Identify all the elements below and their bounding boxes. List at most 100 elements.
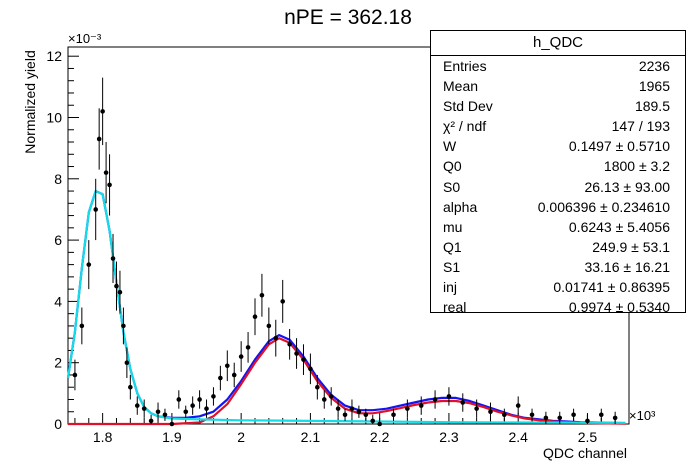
data-point bbox=[405, 406, 410, 411]
data-point bbox=[211, 394, 216, 399]
data-point bbox=[287, 342, 292, 347]
data-point bbox=[238, 354, 244, 359]
y-tick-label: 0 bbox=[54, 416, 62, 432]
data-point bbox=[308, 366, 313, 372]
stats-key: mu bbox=[443, 218, 463, 235]
x-tick-label: 2.1 bbox=[301, 429, 321, 445]
x-tick-label: 2.4 bbox=[508, 429, 528, 445]
data-point bbox=[155, 409, 161, 415]
data-point bbox=[169, 421, 175, 427]
data-point bbox=[598, 412, 604, 418]
data-point bbox=[79, 323, 85, 329]
y-tick-label: 10 bbox=[46, 109, 62, 125]
data-point bbox=[266, 323, 272, 329]
data-point bbox=[134, 403, 140, 408]
stats-value: 189.5 bbox=[634, 98, 670, 115]
data-point bbox=[176, 397, 182, 402]
data-point bbox=[148, 418, 154, 424]
data-point bbox=[377, 421, 382, 427]
stats-value: 26.13 ± 93.00 bbox=[584, 178, 670, 195]
stats-key: χ² / ndf bbox=[443, 118, 487, 135]
data-point bbox=[502, 412, 507, 418]
stats-row: Std Dev 189.5 bbox=[431, 96, 685, 116]
stats-value: 0.9974 ± 0.5340 bbox=[568, 299, 670, 316]
stats-key: S0 bbox=[443, 178, 461, 195]
data-point bbox=[432, 397, 438, 402]
data-point bbox=[328, 394, 334, 399]
data-point bbox=[72, 372, 78, 378]
data-point bbox=[349, 406, 355, 411]
data-point bbox=[315, 384, 320, 390]
data-point bbox=[557, 415, 563, 421]
data-point bbox=[128, 384, 133, 390]
data-point bbox=[110, 256, 116, 261]
data-point bbox=[141, 406, 147, 411]
y-axis-multiplier: ×10⁻³ bbox=[68, 31, 102, 46]
stats-value: 249.9 ± 53.1 bbox=[592, 238, 670, 255]
stats-value: 33.16 ± 16.21 bbox=[584, 258, 670, 275]
stats-row: inj 0.01741 ± 0.86395 bbox=[431, 277, 685, 297]
data-point bbox=[335, 406, 341, 411]
stats-value: 1965 bbox=[638, 78, 670, 95]
data-point bbox=[280, 299, 286, 304]
data-point bbox=[93, 207, 99, 212]
stats-value: 0.01741 ± 0.86395 bbox=[553, 279, 670, 296]
data-point bbox=[474, 406, 479, 411]
data-point bbox=[273, 335, 279, 341]
stats-row: S0 26.13 ± 93.00 bbox=[431, 177, 685, 197]
data-point bbox=[162, 412, 168, 418]
data-point bbox=[418, 403, 424, 408]
data-point bbox=[121, 323, 126, 329]
data-point bbox=[612, 415, 618, 421]
stats-row: real 0.9974 ± 0.5340 bbox=[431, 297, 685, 317]
data-point bbox=[294, 351, 299, 356]
stats-value: 0.6243 ± 5.4056 bbox=[568, 218, 670, 235]
stats-title: h_QDC bbox=[431, 31, 685, 56]
stats-key: alpha bbox=[443, 198, 478, 215]
data-point bbox=[100, 109, 105, 114]
data-point bbox=[252, 314, 258, 320]
stats-row: Q1 249.9 ± 53.1 bbox=[431, 237, 685, 257]
stats-row: Q0 1800 ± 3.2 bbox=[431, 156, 685, 176]
x-tick-label: 2.3 bbox=[439, 429, 459, 445]
data-point bbox=[391, 412, 396, 418]
stats-key: Mean bbox=[443, 78, 479, 95]
stats-key: Q0 bbox=[443, 158, 462, 175]
y-tick-label: 12 bbox=[46, 48, 62, 64]
stats-row: Mean 1965 bbox=[431, 76, 685, 96]
data-point bbox=[370, 418, 376, 424]
data-point bbox=[342, 412, 348, 418]
stats-row: χ² / ndf 147 / 193 bbox=[431, 116, 685, 136]
data-point bbox=[117, 289, 123, 295]
stats-row: W 0.1497 ± 0.5710 bbox=[431, 136, 685, 156]
y-tick-label: 6 bbox=[54, 232, 62, 248]
stats-key: W bbox=[443, 138, 457, 155]
stats-key: Std Dev bbox=[443, 98, 493, 115]
y-tick-label: 8 bbox=[54, 171, 62, 187]
x-tick-label: 1.8 bbox=[93, 429, 113, 445]
stats-rows: Entries 2236 Mean 1965 Std Dev 189.5 χ² / ndf 1… bbox=[431, 56, 685, 317]
data-point bbox=[446, 394, 452, 399]
y-axis-label: Normalized yield bbox=[22, 50, 38, 154]
data-point bbox=[96, 136, 102, 142]
stats-value: 2236 bbox=[638, 58, 670, 74]
data-point bbox=[231, 372, 237, 378]
stats-row: Entries 2236 bbox=[431, 56, 685, 76]
stats-value: 0.1497 ± 0.5710 bbox=[568, 138, 670, 155]
data-point bbox=[107, 182, 112, 188]
data-point bbox=[218, 375, 223, 381]
data-point bbox=[363, 412, 369, 418]
data-point bbox=[197, 397, 202, 402]
data-point bbox=[585, 418, 590, 424]
x-tick-label: 2.5 bbox=[578, 429, 598, 445]
data-point bbox=[571, 412, 576, 418]
data-point bbox=[321, 397, 327, 402]
x-tick-label: 2 bbox=[237, 429, 245, 445]
data-point bbox=[86, 262, 92, 267]
data-point bbox=[103, 170, 109, 175]
stats-row: alpha 0.006396 ± 0.234610 bbox=[431, 197, 685, 217]
stats-box: h_QDC Entries 2236 Mean 1965 Std Dev 189.5 χ² … bbox=[430, 30, 686, 315]
fit-curve-2 bbox=[68, 337, 626, 426]
data-point bbox=[204, 406, 209, 411]
